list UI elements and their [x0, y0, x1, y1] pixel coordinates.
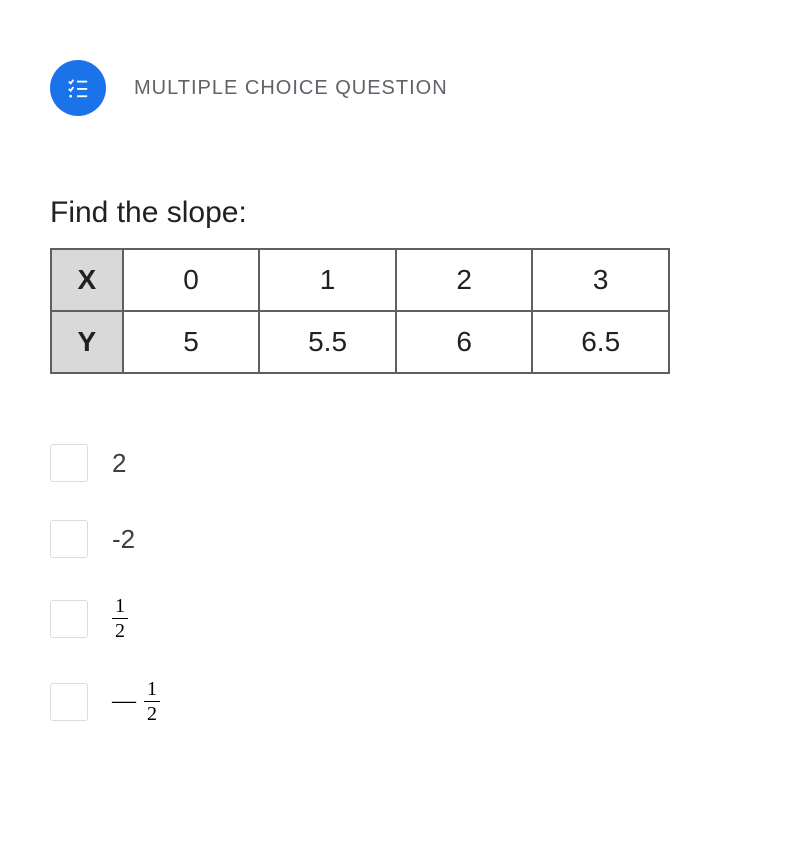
table-header-cell: Y — [51, 311, 123, 373]
fraction-numerator: 1 — [144, 679, 160, 701]
data-table: X 0 1 2 3 Y 5 5.5 6 6.5 — [50, 248, 670, 374]
option-label: — 1 2 — [112, 679, 160, 724]
answer-option[interactable]: -2 — [50, 520, 750, 558]
table-row: Y 5 5.5 6 6.5 — [51, 311, 669, 373]
option-label: -2 — [112, 524, 135, 555]
option-label: 1 2 — [112, 596, 128, 641]
negative-sign: — — [112, 688, 136, 715]
option-text: -2 — [112, 524, 135, 555]
fraction-numerator: 1 — [112, 596, 128, 618]
checkbox[interactable] — [50, 600, 88, 638]
answer-options: 2 -2 1 2 — 1 2 — [50, 444, 750, 724]
option-text: 2 — [112, 448, 126, 479]
question-container: MULTIPLE CHOICE QUESTION Find the slope:… — [0, 0, 800, 764]
table-cell: 6 — [396, 311, 533, 373]
checkbox[interactable] — [50, 683, 88, 721]
checkbox[interactable] — [50, 444, 88, 482]
checklist-icon — [67, 77, 89, 99]
table-cell: 5 — [123, 311, 260, 373]
fraction-denominator: 2 — [112, 618, 128, 641]
answer-option[interactable]: 2 — [50, 444, 750, 482]
fraction-denominator: 2 — [144, 701, 160, 724]
table-header-cell: X — [51, 249, 123, 311]
checkbox[interactable] — [50, 520, 88, 558]
answer-option[interactable]: — 1 2 — [50, 679, 750, 724]
table-row: X 0 1 2 3 — [51, 249, 669, 311]
table-cell: 5.5 — [259, 311, 396, 373]
answer-option[interactable]: 1 2 — [50, 596, 750, 641]
question-type-badge — [50, 60, 106, 116]
question-prompt: Find the slope: — [50, 196, 750, 230]
table-cell: 6.5 — [532, 311, 669, 373]
option-label: 2 — [112, 448, 126, 479]
table-cell: 0 — [123, 249, 260, 311]
table-cell: 3 — [532, 249, 669, 311]
fraction: 1 2 — [144, 679, 160, 724]
question-header: MULTIPLE CHOICE QUESTION — [50, 60, 750, 116]
table-cell: 2 — [396, 249, 533, 311]
fraction: 1 2 — [112, 596, 128, 641]
question-type-label: MULTIPLE CHOICE QUESTION — [134, 77, 448, 100]
table-cell: 1 — [259, 249, 396, 311]
